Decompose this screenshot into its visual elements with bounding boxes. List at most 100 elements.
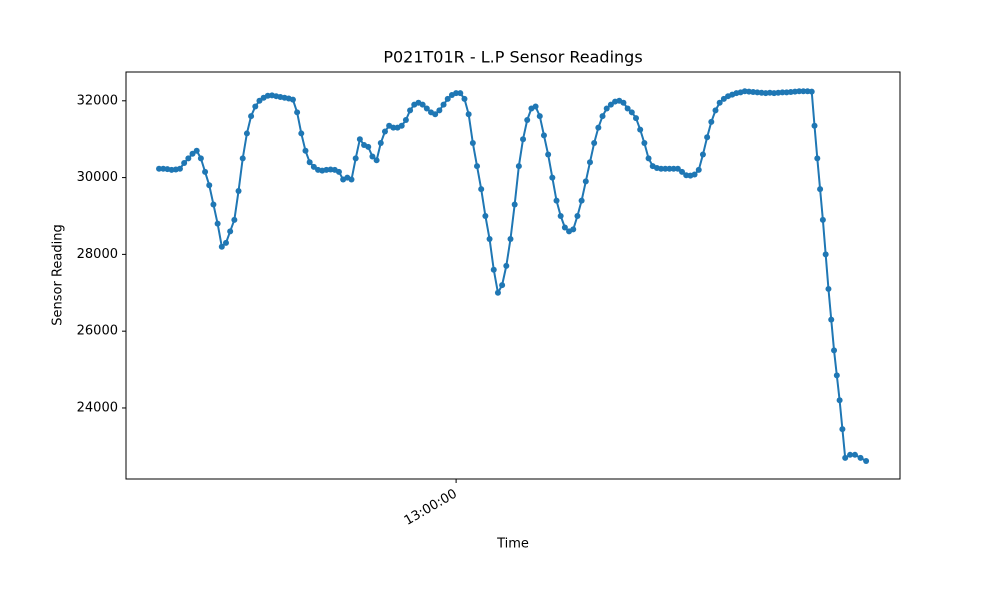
data-point (478, 186, 485, 193)
data-point (490, 266, 497, 273)
data-point (335, 168, 342, 175)
data-point (839, 426, 846, 433)
data-point (641, 140, 648, 147)
data-point (620, 99, 627, 106)
data-point (599, 113, 606, 120)
data-point (817, 186, 824, 193)
data-point (365, 143, 372, 150)
data-point (645, 155, 652, 162)
data-point (674, 165, 681, 172)
data-point (302, 147, 309, 154)
data-point (210, 201, 217, 208)
data-point (197, 155, 204, 162)
data-point (595, 124, 602, 131)
data-point (851, 451, 858, 458)
data-point (239, 155, 246, 162)
data-point (377, 140, 384, 147)
data-point (540, 132, 547, 139)
data-point (419, 101, 426, 108)
chart-title: P021T01R - L.P Sensor Readings (383, 48, 642, 67)
data-point (800, 88, 807, 95)
data-point (248, 113, 255, 120)
data-point (507, 236, 514, 243)
data-point (666, 165, 673, 172)
data-point (193, 147, 200, 154)
data-point (181, 159, 188, 166)
data-point (356, 136, 363, 143)
data-point (482, 212, 489, 219)
data-point (779, 89, 786, 96)
data-point (578, 197, 585, 204)
data-point (503, 262, 510, 269)
data-point (811, 122, 818, 129)
data-point (222, 239, 229, 246)
data-point (218, 243, 225, 250)
data-point (348, 176, 355, 183)
axes-frame (125, 71, 901, 480)
data-point (532, 103, 539, 110)
data-point (822, 251, 829, 258)
data-point (570, 226, 577, 233)
data-point (176, 165, 183, 172)
data-point (202, 168, 209, 175)
data-point (444, 95, 451, 102)
data-point (662, 165, 669, 172)
data-point (398, 122, 405, 129)
data-point (633, 115, 640, 122)
data-point (712, 107, 719, 114)
data-point (808, 88, 815, 95)
data-point (549, 174, 556, 181)
data-point (231, 216, 238, 223)
data-point (306, 159, 313, 166)
data-point (716, 99, 723, 106)
data-point (586, 159, 593, 166)
data-point (691, 171, 698, 178)
data-point (465, 111, 472, 118)
data-point (499, 282, 506, 289)
data-point (474, 163, 481, 170)
data-point (591, 140, 598, 147)
data-point (699, 151, 706, 158)
data-point (469, 140, 476, 147)
data-point (461, 95, 468, 102)
data-point (206, 182, 213, 189)
data-point (708, 118, 715, 125)
data-point (453, 90, 460, 97)
data-point (227, 228, 234, 235)
data-point (440, 101, 447, 108)
data-point (536, 113, 543, 120)
data-point (557, 212, 564, 219)
data-point (603, 105, 610, 112)
y-tick-label: 32000 (77, 93, 118, 108)
data-point (624, 105, 631, 112)
data-point (369, 153, 376, 160)
data-point (847, 451, 854, 458)
data-point (553, 197, 560, 204)
data-point (607, 101, 614, 108)
data-point (486, 236, 493, 243)
data-point (833, 372, 840, 379)
data-point (235, 188, 242, 195)
data-point (628, 109, 635, 116)
data-point (704, 134, 711, 141)
data-point (390, 124, 397, 131)
data-point (298, 130, 305, 137)
x-axis-label: Time (496, 537, 529, 552)
data-point (373, 157, 380, 164)
data-point (524, 116, 531, 123)
data-point (423, 105, 430, 112)
data-point (511, 201, 518, 208)
data-point (432, 111, 439, 118)
data-point (407, 107, 414, 114)
data-point (828, 316, 835, 323)
data-point (310, 163, 317, 170)
data-point (289, 96, 296, 103)
data-point (814, 155, 821, 162)
data-point (670, 165, 677, 172)
data-point (457, 90, 464, 97)
data-point (402, 116, 409, 123)
data-point (294, 109, 301, 116)
